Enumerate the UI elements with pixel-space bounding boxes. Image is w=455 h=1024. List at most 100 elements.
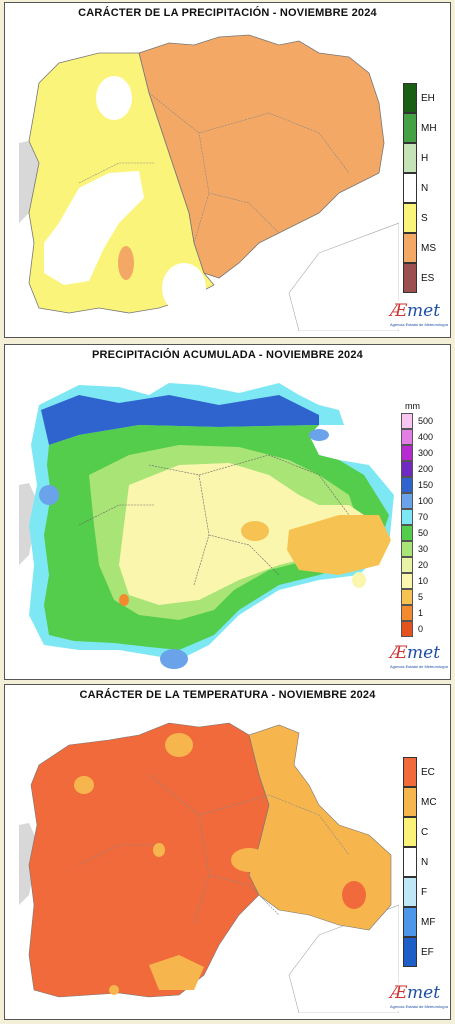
legend-label: 0 [418,624,424,634]
legend-item: EC [403,757,435,787]
legend-label: 10 [418,576,429,586]
legend-item: 150 [401,477,433,493]
legend-item: MF [403,907,435,937]
legend-item: S [403,203,428,233]
precip-accumulated-panel: PRECIPITACIÓN ACUMULADA - NOVIEMBRE 2024… [4,344,451,680]
legend-swatch [401,461,413,477]
legend-item: MS [403,233,436,263]
legend-swatch [401,525,413,541]
legend-swatch [403,907,417,937]
legend-item: EH [403,83,435,113]
legend-swatch [401,557,413,573]
legend-swatch [401,589,413,605]
legend-swatch [401,477,413,493]
legend-item: 20 [401,557,428,573]
legend-label: MS [421,242,436,254]
logo-wordmark: Æmet [390,301,441,321]
legend-label: H [421,152,429,164]
legend-swatch [401,509,413,525]
legend-label: 20 [418,560,429,570]
precip-accumulated-map [19,365,399,673]
panel-title: CARÁCTER DE LA TEMPERATURA - NOVIEMBRE 2… [79,689,376,701]
legend-swatch [403,173,417,203]
legend-label: MF [421,916,436,928]
legend-label: F [421,886,428,898]
legend-item: 1 [401,605,423,621]
legend-item: 300 [401,445,433,461]
legend-label: 400 [418,432,434,442]
legend-label: 100 [418,496,434,506]
logo-subtitle: Agencia Estatal de Meteorología [390,1004,448,1009]
logo-wordmark: Æmet [390,643,441,663]
legend-swatch [403,233,417,263]
aemet-logo: Æmet Agencia Estatal de Meteorología [388,301,448,329]
portugal-region [19,141,39,223]
temperature-character-panel: CARÁCTER DE LA TEMPERATURA - NOVIEMBRE 2… [4,684,451,1020]
legend-label: S [421,212,428,224]
legend-swatch [401,429,413,445]
panel-title: CARÁCTER DE LA PRECIPITACIÓN - NOVIEMBRE… [78,7,377,19]
legend-label: N [421,856,429,868]
legend-label: 5 [418,592,424,602]
legend-swatch [403,143,417,173]
legend-item: 30 [401,541,428,557]
legend-label: 50 [418,528,429,538]
legend-item: 5 [401,589,423,605]
legend-swatch [401,413,413,429]
aemet-logo: Æmet Agencia Estatal de Meteorología [388,983,448,1011]
legend-item: MH [403,113,437,143]
legend-item: 400 [401,429,433,445]
legend-swatch [401,573,413,589]
legend-item: H [403,143,428,173]
legend-label: ES [421,272,435,284]
legend-label: MH [421,122,437,134]
legend-label: 30 [418,544,429,554]
legend-item: ES [403,263,434,293]
legend-label: N [421,182,429,194]
legend-label: C [421,826,429,838]
legend-label: 200 [418,464,434,474]
legend-unit: mm [405,401,420,411]
legend-swatch [403,787,417,817]
logo-subtitle: Agencia Estatal de Meteorología [390,664,448,669]
aemet-logo: Æmet Agencia Estatal de Meteorología [388,643,448,671]
legend-label: 1 [418,608,424,618]
precip-character-map [19,23,399,331]
legend-swatch [403,113,417,143]
legend-swatch [403,847,417,877]
legend-item: 10 [401,573,428,589]
legend-item: 200 [401,461,433,477]
legend-label: MC [421,796,437,808]
legend-item: EF [403,937,434,967]
legend-swatch [403,877,417,907]
legend-item: 100 [401,493,433,509]
legend-item: 500 [401,413,433,429]
legend-item: 70 [401,509,428,525]
legend-label: EC [421,766,435,778]
legend-swatch [403,263,417,293]
legend-item: N [403,173,428,203]
legend-label: EF [421,946,434,958]
logo-wordmark: Æmet [390,983,441,1003]
legend-swatch [403,817,417,847]
legend-label: 300 [418,448,434,458]
legend-label: 500 [418,416,434,426]
temperature-character-map [19,705,399,1013]
legend-swatch [401,541,413,557]
legend-item: 50 [401,525,428,541]
legend-label: 150 [418,480,434,490]
legend-item: MC [403,787,437,817]
legend-item: C [403,817,428,847]
legend-swatch [403,203,417,233]
precip-character-panel: CARÁCTER DE LA PRECIPITACIÓN - NOVIEMBRE… [4,2,451,338]
legend-item: F [403,877,427,907]
legend-label: 70 [418,512,429,522]
legend-item: N [403,847,428,877]
legend-swatch [401,605,413,621]
legend-swatch [403,937,417,967]
legend-swatch [401,621,413,637]
legend-swatch [401,493,413,509]
legend-swatch [403,83,417,113]
legend-swatch [403,757,417,787]
legend-swatch [401,445,413,461]
